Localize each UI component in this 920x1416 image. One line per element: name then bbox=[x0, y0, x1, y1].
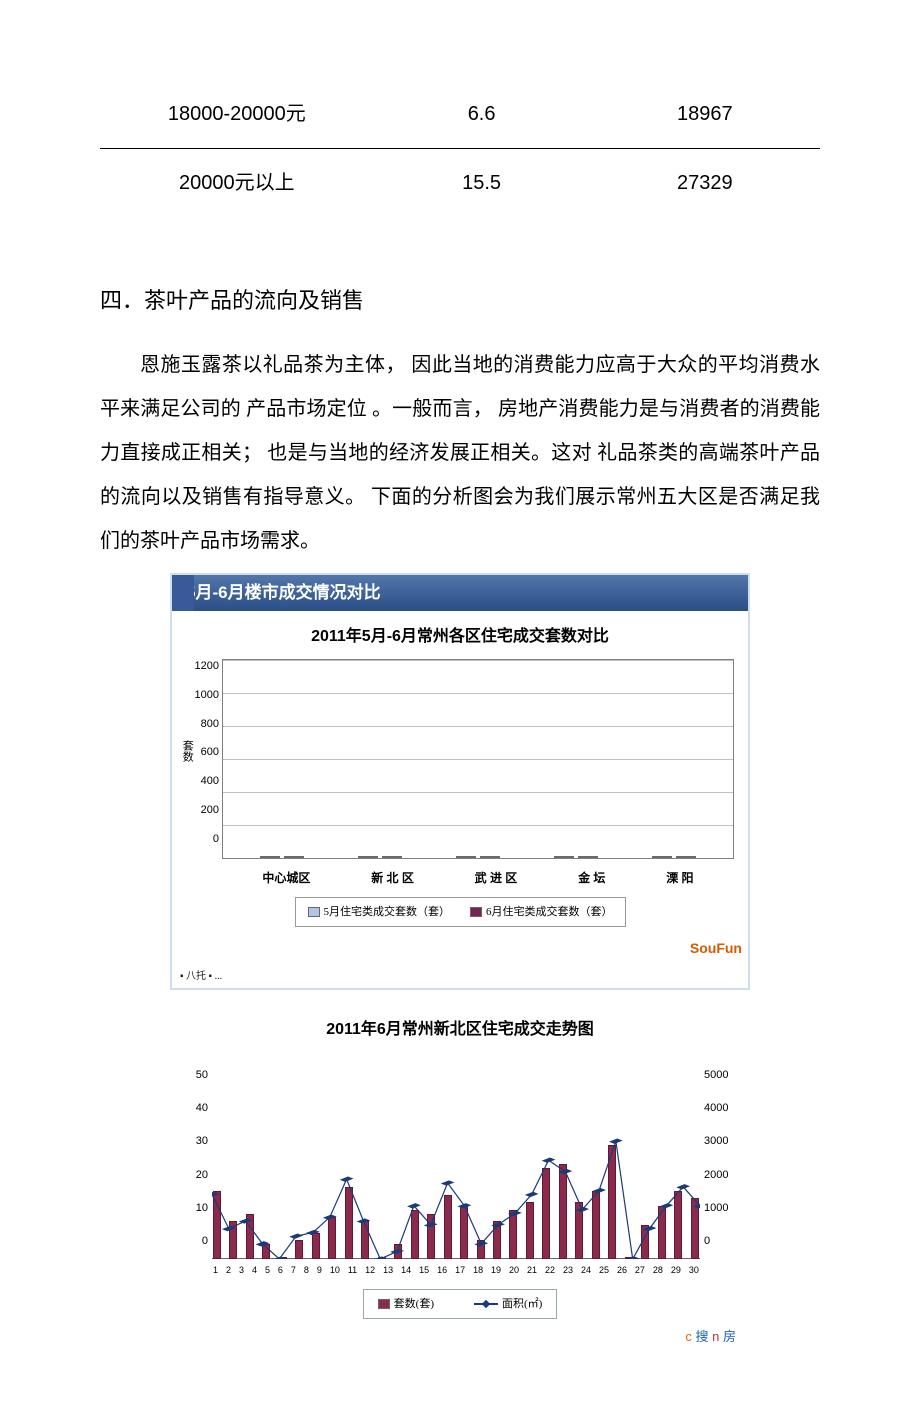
table-row: 20000元以上 15.5 27329 bbox=[100, 149, 820, 218]
line-marker-icon bbox=[474, 1303, 498, 1305]
pct-cell: 6.6 bbox=[374, 80, 590, 149]
body-paragraph: 恩施玉露茶以礼品茶为主体， 因此当地的消费能力应高于大众的平均消费水平来满足公司… bbox=[100, 343, 820, 563]
chart2-title: 2011年6月常州新北区住宅成交走势图 bbox=[100, 1012, 820, 1047]
chart2: 50403020100 500040003000200010000 123456… bbox=[170, 1065, 750, 1356]
chart2-legend: 套数(套) 面积(㎡) bbox=[363, 1289, 558, 1319]
legend-label: 套数(套) bbox=[394, 1298, 434, 1310]
table-row: 18000-20000元 6.6 18967 bbox=[100, 80, 820, 149]
range-cell: 20000元以上 bbox=[100, 149, 374, 218]
chart2-xlabels: 1234567891011121314151617181920212223242… bbox=[212, 1261, 700, 1281]
value-cell: 27329 bbox=[590, 149, 820, 218]
chart1: 5月-6月楼市成交情况对比 2011年5月-6月常州各区住宅成交套数对比 套数 … bbox=[170, 573, 750, 990]
cropped-footnote: ▪ 八托 ▪ ... bbox=[172, 966, 748, 988]
legend-label: 面积(㎡) bbox=[502, 1298, 542, 1310]
legend-label: 6月住宅类成交套数（套） bbox=[486, 906, 613, 918]
range-cell: 18000-20000元 bbox=[100, 80, 374, 149]
chart1-yticks: 120010008006004002000 bbox=[189, 654, 219, 852]
price-table: 18000-20000元 6.6 18967 20000元以上 15.5 273… bbox=[100, 80, 820, 217]
section-heading: 四．茶叶产品的流向及销售 bbox=[100, 277, 820, 325]
chart1-title: 2011年5月-6月常州各区住宅成交套数对比 bbox=[186, 619, 734, 654]
pct-cell: 15.5 bbox=[374, 149, 590, 218]
legend-label: 5月住宅类成交套数（套） bbox=[324, 906, 451, 918]
chart1-banner: 5月-6月楼市成交情况对比 bbox=[172, 575, 748, 611]
chart1-source: SouFun bbox=[172, 933, 748, 966]
chart2-plot: 50403020100 500040003000200010000 bbox=[212, 1069, 700, 1259]
chart2-source: c 搜 n 房 bbox=[176, 1323, 744, 1352]
value-cell: 18967 bbox=[590, 80, 820, 149]
chart1-legend: 5月住宅类成交套数（套） 6月住宅类成交套数（套） bbox=[295, 897, 626, 927]
chart2-yticks-left: 50403020100 bbox=[180, 1063, 208, 1253]
chart1-xlabels: 中心城区新 北 区武 进 区金 坛溧 阳 bbox=[222, 863, 734, 897]
chart2-yticks-right: 500040003000200010000 bbox=[704, 1063, 742, 1253]
chart1-plot: 套数 120010008006004002000 bbox=[222, 659, 734, 859]
